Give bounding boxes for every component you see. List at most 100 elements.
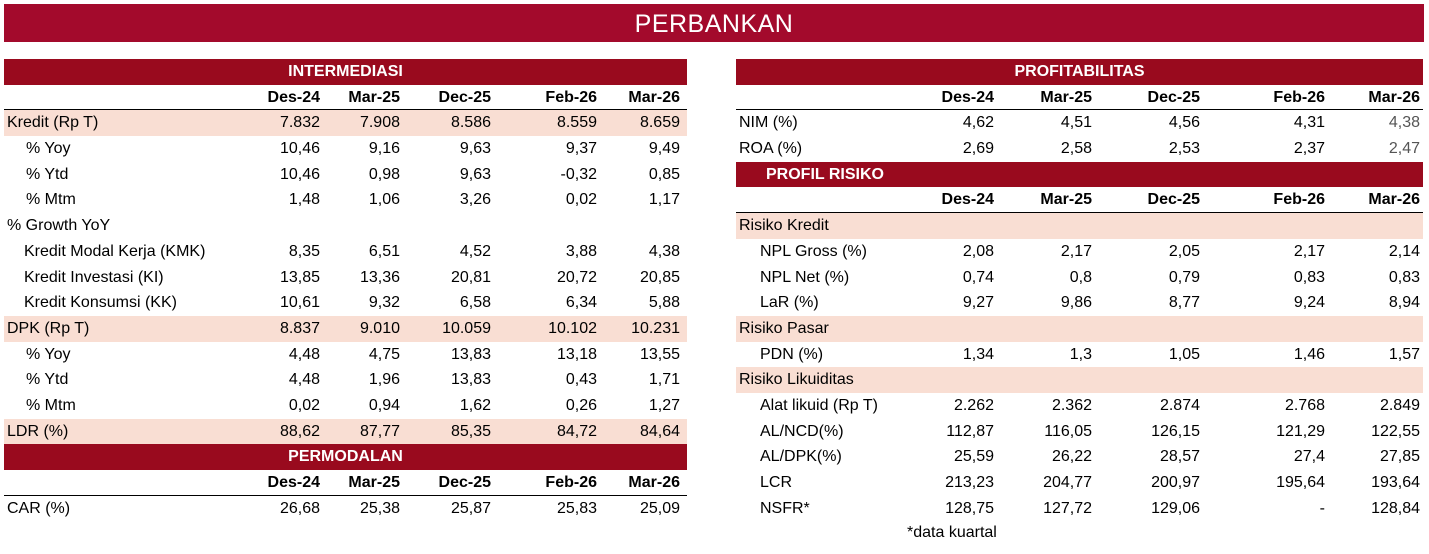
left-panel: INTERMEDIASI Des-24 Mar-25 Dec-25 Feb-26… (4, 59, 687, 521)
cell: 2.768 (1284, 396, 1325, 414)
cell: 20,81 (450, 268, 491, 286)
cell: 10,46 (279, 165, 320, 183)
cell: 5,88 (648, 294, 680, 312)
cell: 1,71 (648, 371, 680, 389)
table-row: LDR (%) 88,62 87,77 85,35 84,72 84,64 (4, 418, 687, 445)
cell: 26,68 (279, 499, 320, 517)
cell: 0,85 (648, 165, 680, 183)
table-row: PDN (%) 1,34 1,3 1,05 1,46 1,57 (736, 342, 1423, 368)
cell: 26,22 (1051, 448, 1092, 466)
cell: 121,29 (1276, 422, 1325, 440)
cell: 4,38 (1388, 114, 1420, 132)
cell: 25,83 (556, 499, 597, 517)
table-row: AL/NCD(%) 112,87 116,05 126,15 121,29 12… (736, 419, 1423, 445)
cell: 9,37 (565, 140, 597, 158)
cell: 84,64 (639, 422, 680, 440)
cell: 0,98 (368, 165, 400, 183)
cell: 2,14 (1388, 242, 1420, 260)
cell: 112,87 (946, 422, 994, 440)
cell: 8.586 (450, 114, 491, 132)
cell: 1,34 (962, 345, 994, 363)
cell: 1,57 (1388, 345, 1420, 363)
table-row: % Yoy 10,46 9,16 9,63 9,37 9,49 (4, 136, 687, 162)
table-row: Kredit (Rp T) 7.832 7.908 8.586 8.559 8.… (4, 110, 687, 137)
table-row: AL/DPK(%) 25,59 26,22 28,57 27,4 27,85 (736, 444, 1423, 470)
cell: 2,53 (1168, 140, 1200, 158)
section-title: PROFITABILITAS (1014, 63, 1145, 80)
table-row: % Ytd 10,46 0,98 9,63 -0,32 0,85 (4, 162, 687, 188)
row-label: Kredit Modal Kerja (KMK) (24, 242, 206, 260)
cell: 2,69 (962, 140, 994, 158)
table-row: Kredit Modal Kerja (KMK) 8,35 6,51 4,52 … (4, 239, 687, 265)
col-header: Feb-26 (545, 88, 597, 106)
section-header-permodalan: PERMODALAN (4, 444, 687, 470)
cell: 193,64 (1371, 474, 1420, 491)
cell: 8.659 (639, 114, 680, 132)
table-row: Kredit Konsumsi (KK) 10,61 9,32 6,58 6,3… (4, 290, 687, 316)
cell: 1,3 (1069, 345, 1092, 363)
cell: 9,63 (459, 140, 491, 158)
cell: 2,05 (1168, 242, 1200, 260)
cell: 128,75 (945, 499, 994, 517)
col-header: Dec-25 (1147, 88, 1200, 106)
col-header: Des-24 (941, 88, 994, 106)
row-label: PDN (%) (760, 345, 824, 363)
row-label: % Yoy (26, 345, 71, 363)
cell: 1,17 (648, 191, 680, 209)
cell: 8.559 (556, 114, 597, 132)
table-row: % Mtm 1,48 1,06 3,26 0,02 1,17 (4, 187, 687, 213)
page-title-banner: PERBANKAN (4, 4, 1424, 42)
cell: 127,72 (1043, 499, 1092, 517)
cell: 1,48 (288, 191, 320, 209)
section-header-intermediasi: INTERMEDIASI (4, 59, 687, 85)
row-label: Risiko Likuiditas (739, 371, 854, 389)
cell: 85,35 (450, 422, 491, 440)
cell: 28,57 (1159, 448, 1200, 466)
row-label: ROA (%) (739, 140, 803, 158)
cell: 4,31 (1293, 114, 1325, 132)
cell: 0,94 (368, 396, 400, 414)
col-header: Mar-25 (348, 474, 400, 491)
cell: - (1319, 499, 1325, 517)
cell: 122,55 (1371, 422, 1420, 440)
cell: 0,74 (962, 268, 994, 286)
col-header: Mar-25 (1040, 191, 1092, 209)
cell: 4,52 (459, 242, 491, 260)
cell: 2.262 (953, 396, 994, 414)
table-row: Risiko Pasar (736, 315, 1423, 342)
table-row: NSFR* 128,75 127,72 129,06 - 128,84 (736, 496, 1423, 522)
col-header: Des-24 (267, 88, 320, 106)
row-label: % Ytd (26, 165, 69, 183)
cell: 213,23 (945, 474, 994, 491)
cell: 2.362 (1051, 396, 1092, 414)
table-row: ROA (%) 2,69 2,58 2,53 2,37 2,47 (736, 136, 1423, 162)
table-row: DPK (Rp T) 8.837 9.010 10.059 10.102 10.… (4, 315, 687, 342)
table-row: Alat likuid (Rp T) 2.262 2.362 2.874 2.7… (736, 393, 1423, 419)
cell: 10,61 (279, 294, 320, 312)
cell: 8,35 (288, 242, 320, 260)
cell: 88,62 (279, 422, 320, 440)
cell: 2,47 (1388, 140, 1420, 158)
table-row: LCR 213,23 204,77 200,97 195,64 193,64 (736, 470, 1423, 496)
column-header-row: Des-24 Mar-25 Dec-25 Feb-26 Mar-26 (4, 85, 687, 111)
cell: 0,26 (565, 396, 597, 414)
cell: 3,26 (459, 191, 491, 209)
row-label: % Mtm (26, 396, 76, 414)
cell: 1,27 (648, 396, 680, 414)
cell: 6,34 (565, 294, 597, 312)
cell: 129,06 (1151, 499, 1200, 517)
cell: 6,58 (459, 294, 491, 312)
col-header: Dec-25 (1147, 191, 1200, 209)
cell: 8.837 (279, 319, 320, 337)
table-row: CAR (%) 26,68 25,38 25,87 25,83 25,09 (4, 496, 687, 522)
row-label: NSFR* (760, 499, 810, 517)
cell: 0,43 (565, 371, 597, 389)
row-label: NPL Gross (%) (760, 242, 867, 260)
footnote: *data kuartal (907, 524, 997, 541)
col-header: Des-24 (267, 474, 320, 491)
cell: 195,64 (1276, 474, 1325, 491)
table-row: % Yoy 4,48 4,75 13,83 13,18 13,55 (4, 342, 687, 368)
cell: 9,63 (459, 165, 491, 183)
row-label: % Ytd (26, 371, 69, 389)
cell: 0,83 (1293, 268, 1325, 286)
